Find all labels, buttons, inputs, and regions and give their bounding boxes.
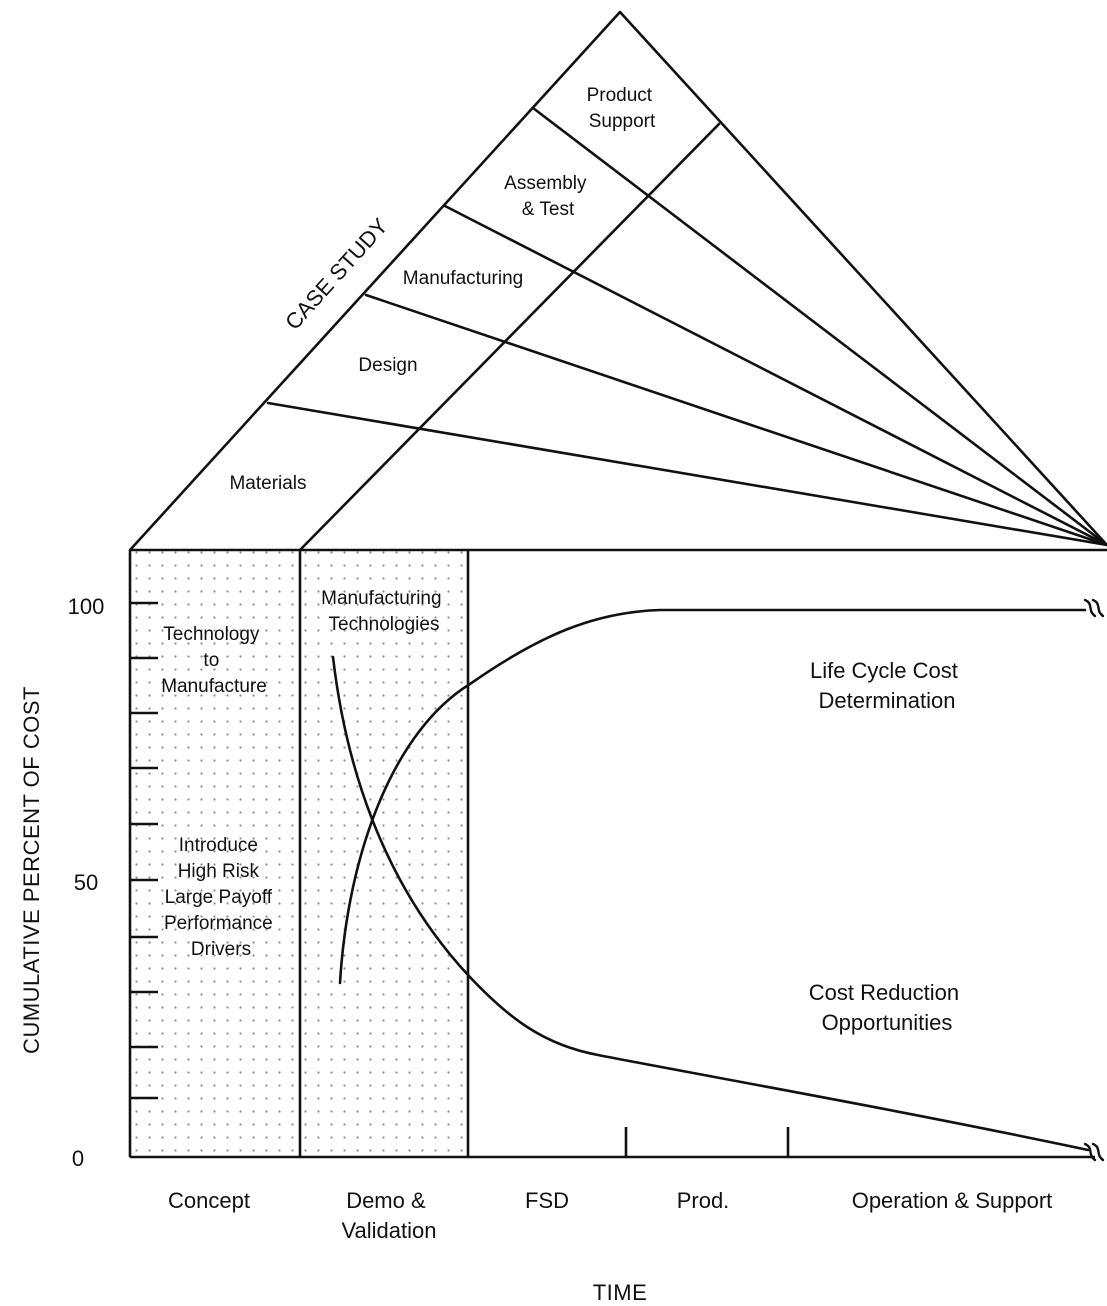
cost-curves [331,608,1090,1152]
concept-note-bottom-line-3: Large Payoff [165,887,273,908]
phase-label-operation-support: Operation & Support [852,1188,1053,1213]
band-label-product-support-line-2: Support [589,111,656,132]
concept-note-top: Technology to Manufacture [161,624,267,697]
band-label-assembly-test: Assembly & Test [504,173,592,220]
band-labels: Materials Design Manufacturing Assembly … [229,85,658,494]
life-cycle-cost-label-line-1: Life Cycle Cost [810,658,958,683]
band-label-materials-line-1: Materials [229,473,306,494]
phase-label-demo-validation-line-2: Validation [342,1218,437,1243]
y-tick-label-0: 0 [72,1146,84,1171]
band-divider-design-manufacturing [364,293,1107,547]
demo-note-text: Manufacturing Technologies [321,588,447,635]
phase-label-concept: Concept [168,1188,250,1213]
band-divider-manufacturing-assembly [443,204,1107,547]
cost-reduction-label: Cost Reduction Opportunities [809,980,966,1035]
concept-note-top-line-3: Manufacture [161,676,267,697]
concept-zone-fill [130,550,300,1157]
band-divider-assembly-support [531,106,1107,547]
concept-note-bottom-line-1: Introduce [179,835,258,856]
concept-note-top-line-2: to [203,650,219,671]
band-label-product-support-line-1: Product [587,85,653,106]
band-label-materials: Materials [229,473,306,494]
phase-label-demo-validation: Demo & Validation [342,1188,437,1243]
demo-note-line-2: Technologies [329,614,440,635]
y-tick-labels: 100 50 0 [68,594,105,1171]
break-symbols [1083,598,1105,1162]
y-axis-ticks [130,601,158,1100]
concept-note-bottom-line-2: High Risk [178,861,260,882]
band-label-design-line-1: Design [358,355,417,376]
case-study-label: CASE STUDY [280,213,393,334]
cost-reduction-label-line-1: Cost Reduction [809,980,959,1005]
y-axis-label: CUMULATIVE PERCENT OF COST [19,686,44,1054]
life-cycle-cost-curve [338,608,1087,985]
demo-note-line-1: Manufacturing [321,588,441,609]
phase-label-prod: Prod. [677,1188,730,1213]
band-label-manufacturing-line-1: Manufacturing [403,268,523,289]
concept-note-top-line-1: Technology [163,624,260,645]
demo-zone-fill [300,550,468,1157]
concept-note-bottom-text: Introduce High Risk Large Payoff Perform… [164,835,278,960]
break-icon-bottom [1083,1142,1105,1162]
cost-reduction-curve [331,655,1090,1152]
concept-note-bottom-line-5: Drivers [191,939,251,960]
concept-note-bottom: Introduce High Risk Large Payoff Perform… [164,835,278,960]
concept-note-bottom-line-4: Performance [164,913,273,934]
phase-labels: Concept Demo & Validation FSD Prod. Oper… [168,1188,1052,1243]
break-icon-top [1083,598,1105,618]
band-divider-materials-design [266,401,1107,547]
life-cycle-cost-label-line-2: Determination [819,688,956,713]
cost-reduction-label-line-2: Opportunities [822,1010,953,1035]
life-cycle-cost-label: Life Cycle Cost Determination [810,658,964,713]
chart-frame [128,548,1107,1159]
x-axis-label: TIME [593,1280,648,1305]
band-label-design: Design [358,355,417,376]
phase-label-fsd: FSD [525,1188,569,1213]
case-study-triangle [128,10,1107,552]
concept-note-top-text: Technology to Manufacture [161,624,267,697]
band-label-manufacturing: Manufacturing [403,268,523,289]
curve-labels: Life Cycle Cost Determination Cost Reduc… [809,658,966,1035]
band-label-product-support: Product Support [587,85,658,132]
band-label-assembly-test-line-2: & Test [522,199,575,220]
y-tick-label-100: 100 [68,594,105,619]
y-tick-label-50: 50 [74,870,98,895]
phase-label-demo-validation-line-1: Demo & [346,1188,426,1213]
triangle-outline [128,10,1107,552]
band-label-assembly-test-line-1: Assembly [504,173,587,194]
demo-note: Manufacturing Technologies [321,588,447,635]
